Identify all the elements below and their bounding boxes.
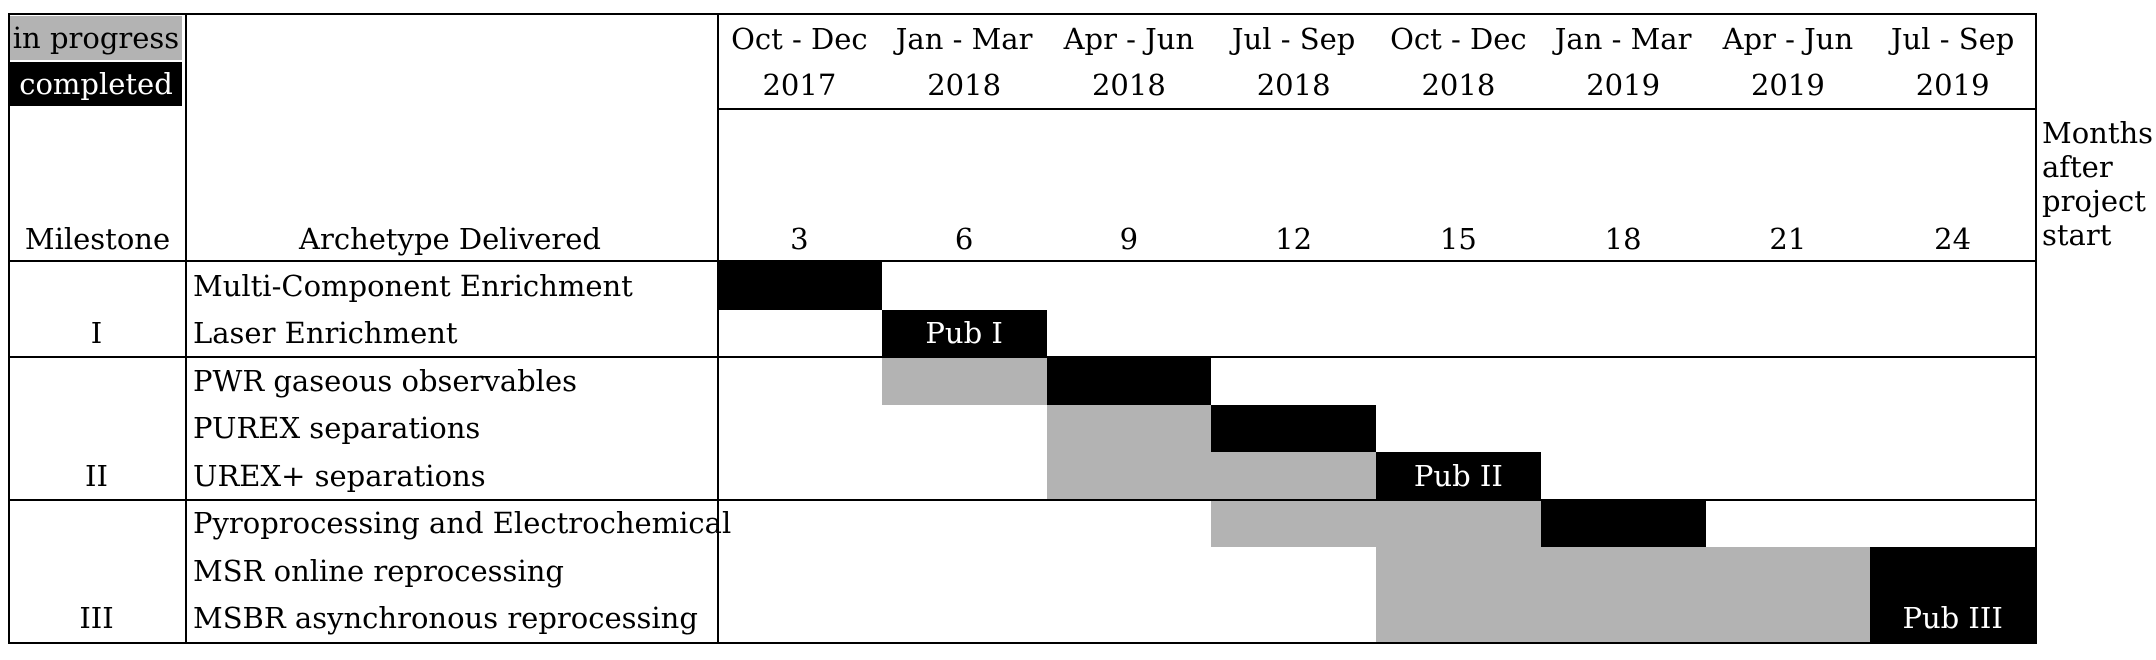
grid-line [717,13,719,644]
gantt-bar-in-progress [881,357,1047,405]
gantt-bar-in-progress [1046,404,1212,500]
quarter-label: Jul - Sep [1231,22,1356,56]
quarter-label: Oct - Dec [1390,22,1527,56]
months-note-line: Months [2042,116,2154,150]
year-label: 2018 [1421,68,1496,102]
publication-label: Pub III [1902,601,2003,636]
milestone-label: III [79,601,114,636]
months-label: 3 [790,222,809,256]
gantt-bar-in-progress [1211,499,1541,547]
year-label: 2018 [1256,68,1331,102]
grid-line [185,13,187,644]
gantt-bar-completed [881,309,1047,357]
grid-line [717,108,2037,110]
archetype-label: PUREX separations [193,411,481,446]
archetype-label: Pyroprocessing and Electrochemical [193,506,732,541]
months-note-line: after [2042,150,2113,184]
months-label: 6 [954,222,974,256]
grid-line [8,356,2037,358]
quarter-label: Jul - Sep [1890,22,2015,56]
archetype-label: Laser Enrichment [193,316,458,351]
year-label: 2018 [1091,68,1166,102]
months-label: 15 [1439,222,1477,256]
quarter-label: Oct - Dec [731,22,868,56]
grid-line [8,13,10,644]
gantt-bar-completed [1211,404,1376,452]
archetype-label: Multi-Component Enrichment [193,268,633,303]
legend-completed: completed [10,62,182,106]
months-label: 9 [1119,222,1139,256]
milestone-label: II [85,458,108,493]
legend-in-progress: in progress [10,16,182,60]
milestone-header: Milestone [24,222,171,256]
gantt-bar-completed [1540,499,1706,547]
year-label: 2018 [927,68,1002,102]
gantt-bar-completed [1046,357,1212,405]
year-label: 2019 [1750,68,1825,102]
publication-label: Pub I [925,316,1003,351]
archetype-label: UREX+ separations [193,458,486,493]
publication-label: Pub II [1413,458,1503,493]
quarter-label: Jan - Mar [895,22,1033,56]
months-label: 12 [1275,222,1313,256]
months-note-line: start [2042,218,2112,252]
year-label: 2017 [762,68,837,102]
grid-line [8,260,2037,262]
archetype-label: PWR gaseous observables [193,363,577,398]
months-label: 18 [1604,222,1642,256]
gantt-bar-completed [717,262,882,310]
grid-line [8,498,2037,501]
months-label: 21 [1769,222,1807,256]
year-label: 2019 [1915,68,1990,102]
gantt-bar-completed [1376,452,1541,500]
months-label: 24 [1934,222,1972,256]
gantt-bar-completed [1870,547,2035,642]
archetype-header: Archetype Delivered [299,222,601,256]
legend-in-progress-label: in progress [12,21,180,55]
grid-line [8,13,2037,15]
grid-line [2035,13,2037,644]
gantt-bar-in-progress [1211,452,1376,500]
grid-line [8,642,2037,644]
gantt-bar-in-progress [1376,547,1871,642]
months-note-line: project [2042,184,2146,218]
year-label: 2019 [1586,68,1661,102]
archetype-label: MSR online reprocessing [193,553,564,588]
months-note: Months after project start [2042,116,2153,252]
quarter-label: Jan - Mar [1554,22,1692,56]
legend-completed-label: completed [19,67,173,101]
quarter-label: Apr - Jun [1722,22,1854,56]
quarter-label: Apr - Jun [1063,22,1195,56]
archetype-label: MSBR asynchronous reprocessing [193,601,698,636]
milestone-label: I [90,316,103,351]
